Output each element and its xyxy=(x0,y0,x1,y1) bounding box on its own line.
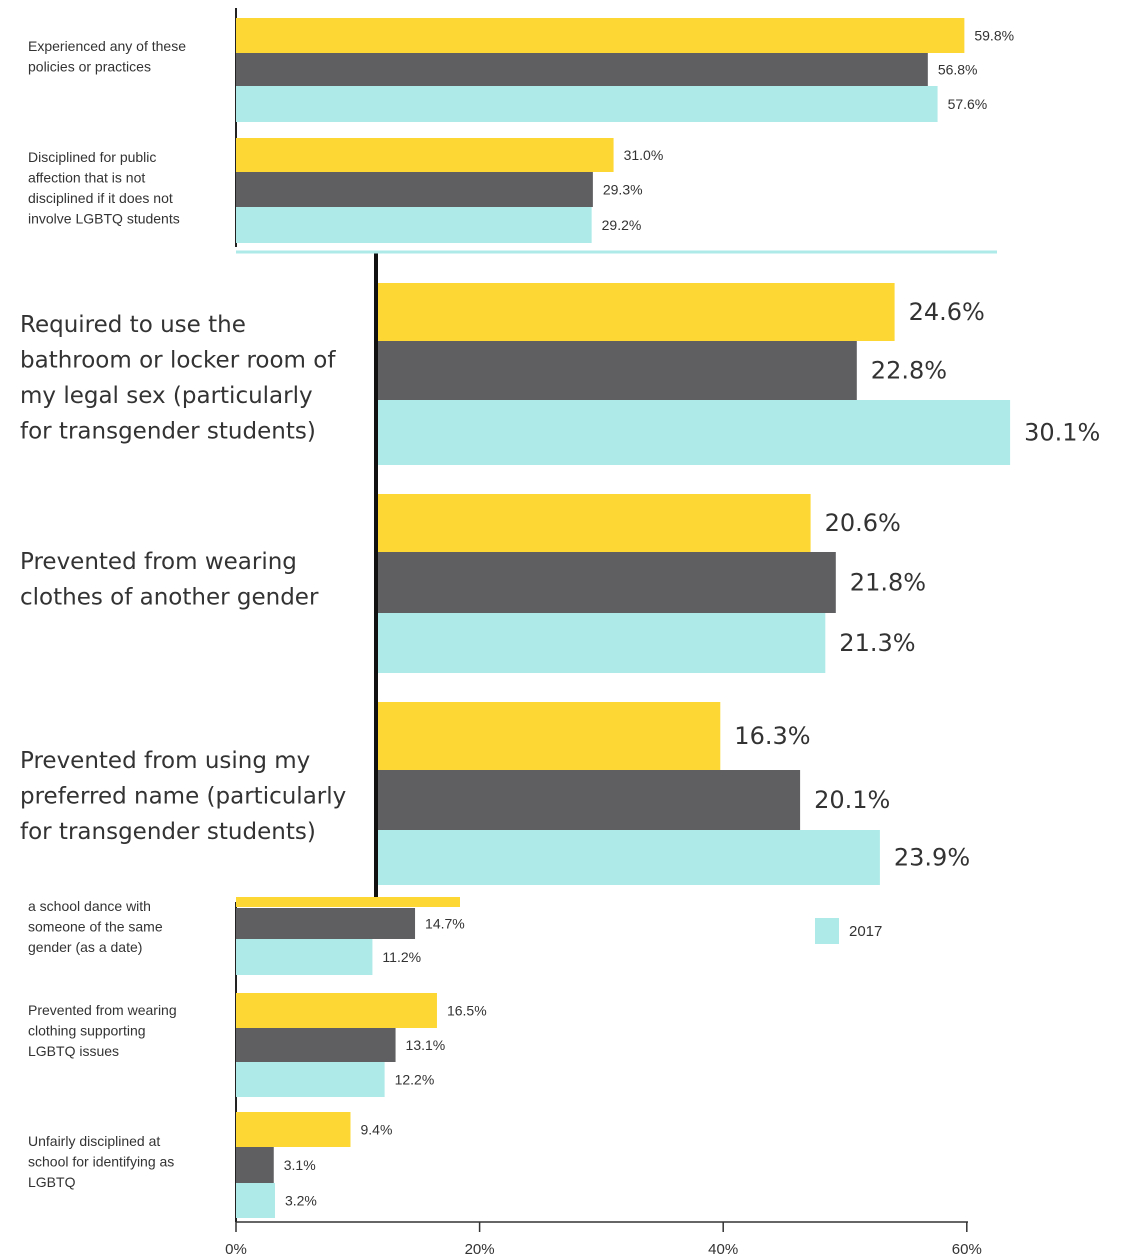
category-label: Prevented from using my xyxy=(20,748,310,774)
bar xyxy=(236,138,614,172)
category-label: my legal sex (particularly xyxy=(20,383,313,409)
data-label: 9.4% xyxy=(360,1122,392,1138)
category-label: involve LGBTQ students xyxy=(28,211,180,227)
category-label: Experienced any of these xyxy=(28,38,186,54)
bar xyxy=(236,18,965,53)
bar xyxy=(236,939,373,975)
category-label: Disciplined for public xyxy=(28,149,156,165)
category-label: LGBTQ xyxy=(28,1174,76,1190)
data-label: 14.7% xyxy=(425,916,465,932)
category-label: gender (as a date) xyxy=(28,939,142,955)
bar xyxy=(236,1062,385,1097)
category-label: for transgender students) xyxy=(20,419,316,445)
bar xyxy=(378,613,826,673)
category-label: a school dance with xyxy=(28,898,151,914)
data-label: 11.2% xyxy=(382,949,421,965)
data-label: 31.0% xyxy=(624,147,664,163)
data-label: 24.6% xyxy=(909,298,985,326)
data-label: 3.2% xyxy=(285,1193,317,1209)
category-label: someone of the same xyxy=(28,919,163,935)
data-label: 16.5% xyxy=(447,1003,487,1019)
x-tick-label: 40% xyxy=(708,1241,738,1258)
category-label: preferred name (particularly xyxy=(20,784,346,810)
bar xyxy=(378,494,811,552)
bar xyxy=(378,283,895,341)
x-tick-label: 20% xyxy=(465,1241,495,1258)
data-label: 23.9% xyxy=(894,844,970,872)
data-label: 59.8% xyxy=(974,28,1014,44)
bar xyxy=(378,400,1011,465)
bar xyxy=(378,552,836,613)
data-label: 20.6% xyxy=(825,509,901,537)
category-label: clothing supporting xyxy=(28,1023,146,1039)
data-label: 29.2% xyxy=(602,217,642,233)
data-label: 3.1% xyxy=(284,1157,316,1173)
bar xyxy=(236,908,416,939)
data-label: 13.1% xyxy=(406,1037,446,1053)
bar xyxy=(378,770,801,830)
bar xyxy=(236,1112,351,1147)
category-label: school for identifying as xyxy=(28,1154,174,1170)
bar xyxy=(236,172,593,207)
bar xyxy=(236,897,460,907)
category-label: bathroom or locker room of xyxy=(20,348,336,374)
bar xyxy=(236,207,592,243)
legend-swatch xyxy=(815,918,839,944)
bar xyxy=(236,86,938,122)
bar xyxy=(236,993,437,1028)
data-label: 22.8% xyxy=(871,357,947,385)
data-label: 21.8% xyxy=(850,569,926,597)
category-label: Prevented from wearing xyxy=(28,1002,177,1018)
category-label: Required to use the xyxy=(20,312,246,338)
data-label: 56.8% xyxy=(938,62,978,78)
category-label: affection that is not xyxy=(28,170,145,186)
data-label: 16.3% xyxy=(734,722,810,750)
bar xyxy=(378,830,880,885)
category-label: for transgender students) xyxy=(20,819,316,845)
data-label: 29.3% xyxy=(603,182,643,198)
bar xyxy=(236,1028,396,1062)
legend-label: 2017 xyxy=(849,923,882,940)
data-label: 20.1% xyxy=(814,786,890,814)
data-label: 30.1% xyxy=(1024,419,1100,447)
bar xyxy=(236,1183,275,1218)
bar xyxy=(378,341,857,400)
category-label: LGBTQ issues xyxy=(28,1043,119,1059)
category-label: clothes of another gender xyxy=(20,585,319,611)
bar xyxy=(236,1147,274,1183)
bar xyxy=(378,702,721,770)
category-label: Unfairly disciplined at xyxy=(28,1133,160,1149)
data-label: 12.2% xyxy=(395,1072,435,1088)
x-tick-label: 0% xyxy=(225,1241,247,1258)
category-label: policies or practices xyxy=(28,59,151,75)
x-tick-label: 60% xyxy=(952,1241,982,1258)
data-label: 57.6% xyxy=(948,96,988,112)
bar xyxy=(236,53,928,86)
category-label: disciplined if it does not xyxy=(28,190,173,206)
data-label: 21.3% xyxy=(839,629,915,657)
category-label: Prevented from wearing xyxy=(20,549,297,575)
